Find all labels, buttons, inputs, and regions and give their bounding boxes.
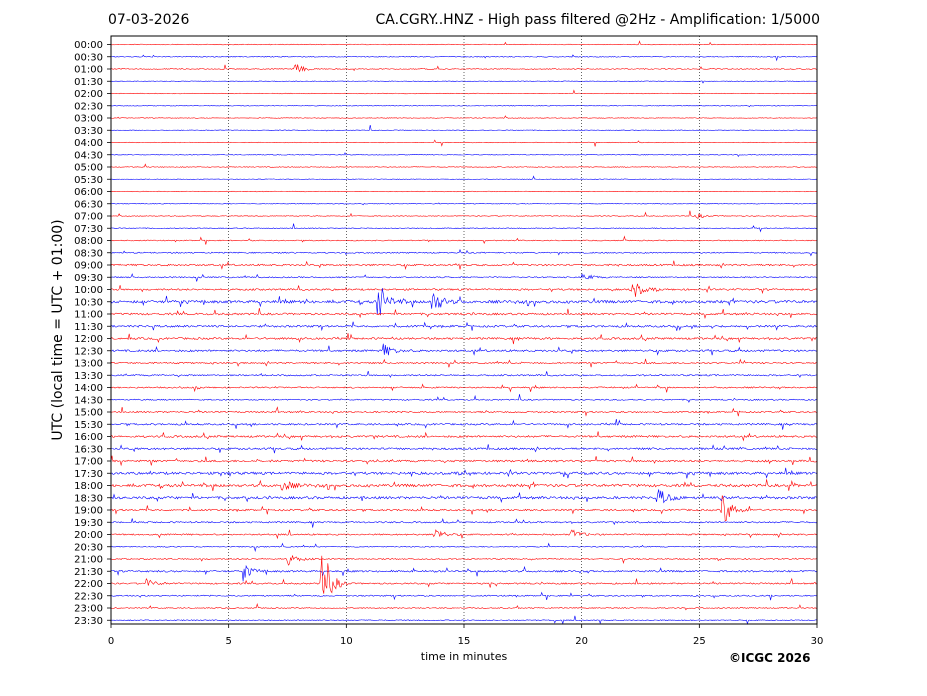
row-label: 16:00 <box>74 432 103 443</box>
row-label: 11:30 <box>74 322 103 333</box>
trace-row <box>110 615 818 625</box>
row-label: 07:30 <box>74 224 103 235</box>
x-tick-label: 5 <box>225 636 231 647</box>
trace-row <box>110 467 818 479</box>
row-label: 09:00 <box>74 261 103 272</box>
trace-row <box>110 495 818 522</box>
row-label: 21:00 <box>74 555 103 566</box>
trace-row <box>110 288 818 316</box>
row-label: 23:00 <box>74 604 103 615</box>
row-label: 08:00 <box>74 236 103 247</box>
row-label: 03:30 <box>74 126 103 137</box>
x-tick-label: 15 <box>458 636 471 647</box>
row-label: 10:30 <box>74 297 103 308</box>
row-label: 21:30 <box>74 567 103 578</box>
row-label: 22:30 <box>74 591 103 602</box>
x-tick-label: 10 <box>340 636 353 647</box>
row-label: 15:00 <box>74 408 103 419</box>
trace-row <box>110 308 818 319</box>
trace-row <box>110 152 818 158</box>
trace-row <box>110 555 818 566</box>
trace-row <box>110 223 818 233</box>
trace-row <box>110 602 818 611</box>
x-axis-ticks: 0 5 10 15 20 25 30 <box>108 624 824 647</box>
row-label: 20:00 <box>74 530 103 541</box>
trace-row <box>110 54 818 62</box>
row-label: 17:00 <box>74 457 103 468</box>
row-label: 18:30 <box>74 493 103 504</box>
trace-row <box>110 394 818 403</box>
row-label: 02:00 <box>74 89 103 100</box>
trace-row <box>110 202 818 206</box>
row-label: 10:00 <box>74 285 103 296</box>
trace-row <box>111 321 818 332</box>
row-label: 20:30 <box>74 542 103 553</box>
row-label: 08:30 <box>74 248 103 259</box>
row-label: 02:30 <box>74 101 103 112</box>
chart-title: CA.CGRY..HNZ - High pass filtered @2Hz -… <box>375 12 820 28</box>
row-label: 11:00 <box>74 310 103 321</box>
trace-row <box>110 343 818 356</box>
row-label: 12:30 <box>74 346 103 357</box>
row-label: 12:00 <box>74 334 103 345</box>
row-label: 01:30 <box>74 77 103 88</box>
trace-group <box>110 40 818 625</box>
trace-row <box>110 163 818 168</box>
y-axis-label: UTC (local time = UTC + 01:00) <box>50 219 66 440</box>
trace-row <box>110 272 818 282</box>
trace-row <box>110 555 818 594</box>
row-label: 22:00 <box>74 579 103 590</box>
trace-row <box>110 444 818 454</box>
chart-date: 07-03-2026 <box>108 12 190 28</box>
row-label: 23:30 <box>74 616 103 627</box>
row-label: 06:30 <box>74 199 103 210</box>
row-label: 05:00 <box>74 163 103 174</box>
row-label: 07:00 <box>74 212 103 223</box>
trace-row <box>110 210 818 219</box>
row-label: 19:00 <box>74 506 103 517</box>
row-label: 09:30 <box>74 273 103 284</box>
row-label: 01:00 <box>74 65 103 76</box>
row-label: 04:30 <box>74 150 103 161</box>
row-label: 15:30 <box>74 420 103 431</box>
trace-row <box>110 124 818 132</box>
row-label: 14:00 <box>74 383 103 394</box>
trace-row <box>110 64 818 73</box>
trace-row <box>110 190 818 193</box>
trace-row <box>110 479 818 492</box>
row-label: 17:30 <box>74 469 103 480</box>
copyright-credit: ©ICGC 2026 <box>729 651 811 665</box>
row-label: 18:00 <box>74 481 103 492</box>
row-label: 06:00 <box>74 187 103 198</box>
trace-row <box>110 139 818 147</box>
trace-row <box>110 40 818 46</box>
row-label: 05:30 <box>74 175 103 186</box>
row-label: 04:00 <box>74 138 103 149</box>
x-tick-label: 25 <box>693 636 706 647</box>
trace-row <box>110 175 818 180</box>
trace-row <box>110 455 818 467</box>
row-label: 03:00 <box>74 114 103 125</box>
row-label: 14:30 <box>74 395 103 406</box>
row-label: 16:30 <box>74 444 103 455</box>
trace-row <box>110 370 818 378</box>
x-tick-label: 20 <box>575 636 588 647</box>
trace-row <box>110 260 818 270</box>
trace-row <box>110 383 818 393</box>
row-label: 13:00 <box>74 359 103 370</box>
x-tick-label: 0 <box>108 636 114 647</box>
row-label: 00:30 <box>74 52 103 63</box>
grid-lines <box>228 36 700 624</box>
trace-row <box>110 591 818 601</box>
row-label: 00:00 <box>74 40 103 51</box>
x-tick-label: 30 <box>811 636 824 647</box>
x-axis-label: time in minutes <box>421 650 508 663</box>
row-label: 13:30 <box>74 371 103 382</box>
row-label: 19:30 <box>74 518 103 529</box>
